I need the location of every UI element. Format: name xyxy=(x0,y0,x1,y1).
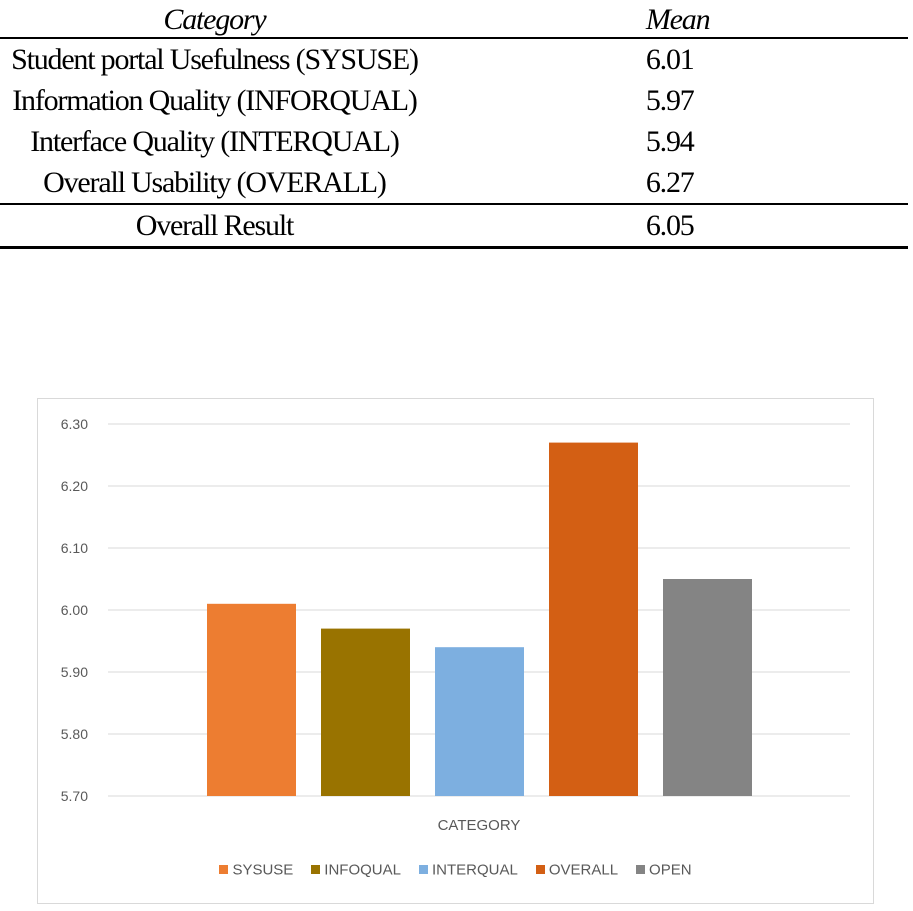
legend-swatch xyxy=(535,864,545,874)
x-axis-label: CATEGORY xyxy=(438,817,521,834)
bar-overall xyxy=(549,442,638,796)
bar-open xyxy=(663,579,752,796)
total-category: Overall Result xyxy=(0,203,429,249)
legend-swatch xyxy=(636,864,646,874)
summary-table: Category Mean Student portal Usefulness … xyxy=(0,0,908,249)
chart-legend: SYSUSE INFOQUAL INTERQUAL OVERALL OPEN xyxy=(38,861,873,879)
table-row: Interface Quality (INTERQUAL) 5.94 xyxy=(0,121,908,162)
chart-plot-area: 5.70 5.80 5.90 6.00 6.10 6.20 6.30 CATEGORY xyxy=(61,416,850,834)
legend-label: OPEN xyxy=(649,861,692,879)
y-tick-label: 6.30 xyxy=(61,416,88,432)
legend-swatch xyxy=(219,864,229,874)
table-total-row: Overall Result 6.05 xyxy=(0,203,908,249)
bar-interqual xyxy=(435,647,524,796)
bar-infoqual xyxy=(321,628,410,796)
total-mean: 6.05 xyxy=(428,203,908,249)
table-row: Information Quality (INFORQUAL) 5.97 xyxy=(0,80,908,121)
y-tick-label: 5.70 xyxy=(61,788,88,804)
row-mean: 5.94 xyxy=(645,125,695,158)
row-mean: 6.27 xyxy=(645,166,695,199)
legend-label: SYSUSE xyxy=(232,861,294,879)
row-category: Student portal Usefulness (SYSUSE) xyxy=(11,43,419,76)
legend-item: INTERQUAL xyxy=(418,861,518,879)
header-category: Category xyxy=(0,0,429,39)
legend-item: OVERALL xyxy=(535,861,619,879)
bar-sysuse xyxy=(207,603,296,796)
row-category: Interface Quality (INTERQUAL) xyxy=(30,125,400,158)
y-tick-label: 6.20 xyxy=(61,478,88,494)
row-category: Information Quality (INFORQUAL) xyxy=(12,84,418,117)
y-tick-label: 6.00 xyxy=(61,602,88,618)
legend-swatch xyxy=(418,864,428,874)
header-mean: Mean xyxy=(428,0,908,39)
y-tick-label: 6.10 xyxy=(61,540,88,556)
table-header-row: Category Mean xyxy=(0,0,908,39)
table-row: Student portal Usefulness (SYSUSE) 6.01 xyxy=(0,38,908,80)
legend-label: OVERALL xyxy=(548,861,619,879)
row-category: Overall Usability (OVERALL) xyxy=(43,166,387,199)
table-row: Overall Usability (OVERALL) 6.27 xyxy=(0,162,908,204)
legend-item: SYSUSE xyxy=(219,861,293,879)
legend-label: INTERQUAL xyxy=(431,861,518,879)
y-tick-label: 5.90 xyxy=(61,664,88,680)
legend-swatch xyxy=(311,864,321,874)
row-mean: 5.97 xyxy=(645,84,695,117)
bar-chart: 5.70 5.80 5.90 6.00 6.10 6.20 6.30 CATEGORY SYS… xyxy=(37,398,874,904)
legend-item: INFOQUAL xyxy=(311,861,401,879)
y-tick-label: 5.80 xyxy=(61,726,88,742)
row-mean: 6.01 xyxy=(645,43,695,76)
legend-label: INFOQUAL xyxy=(324,861,401,879)
legend-item: OPEN xyxy=(636,861,692,879)
